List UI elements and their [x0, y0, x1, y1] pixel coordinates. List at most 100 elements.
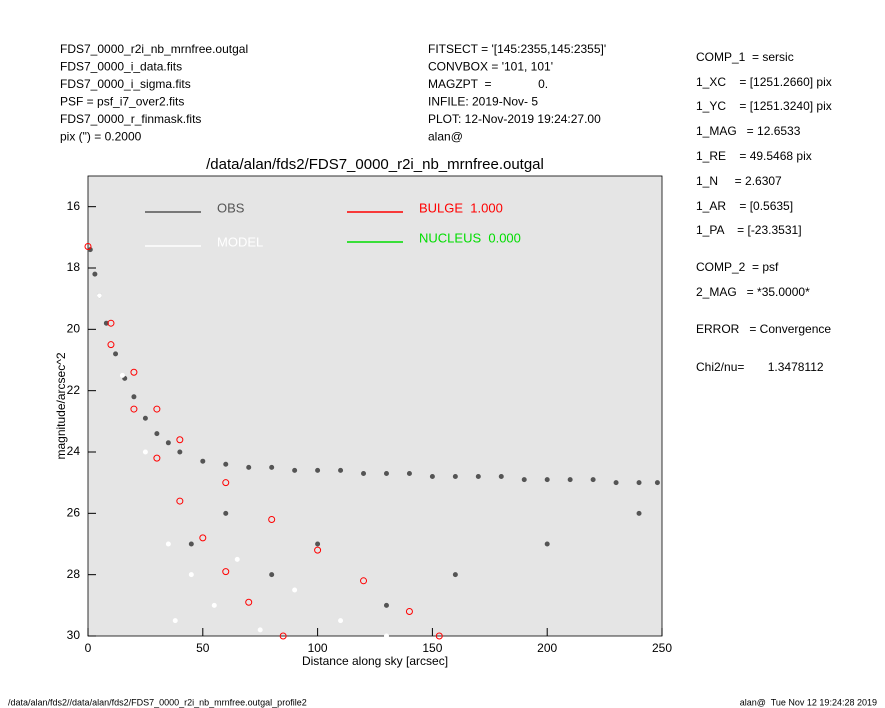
point — [315, 541, 321, 547]
point — [246, 464, 252, 470]
point — [142, 415, 148, 421]
point — [223, 461, 229, 467]
y-tick-label: 18 — [67, 260, 81, 274]
point — [176, 436, 184, 444]
point — [452, 474, 458, 480]
point — [269, 572, 275, 578]
header-middle-line: PLOT: 12-Nov-2019 19:24:27.00 — [428, 112, 601, 126]
header-middle-line: CONVBOX = '101, 101' — [428, 60, 553, 74]
header-right-line: ERROR = Convergence — [696, 322, 831, 336]
point — [315, 467, 321, 473]
y-tick-label: 26 — [67, 506, 81, 520]
header-middle-line: INFILE: 2019-Nov- 5 — [428, 95, 538, 109]
header-right-line: 1_YC = [1251.3240] pix — [696, 99, 832, 113]
point — [406, 470, 412, 476]
point — [269, 464, 275, 470]
x-tick-label: 100 — [308, 641, 328, 655]
point — [188, 541, 194, 547]
point — [498, 474, 504, 480]
header-left-line: FDS7_0000_i_sigma.fits — [60, 77, 191, 91]
point — [84, 243, 92, 251]
point — [107, 341, 115, 349]
point — [475, 474, 481, 480]
point — [165, 440, 171, 446]
header-right-line: COMP_1 = sersic — [696, 50, 794, 64]
header-left-line: PSF = psf_i7_over2.fits — [60, 95, 184, 109]
point — [435, 632, 443, 640]
header-right-line: 1_XC = [1251.2660] pix — [696, 75, 832, 89]
legend-label: BULGE 1.000 — [419, 200, 503, 215]
point — [292, 467, 298, 473]
point — [567, 477, 573, 483]
header-left-line: FDS7_0000_r2i_nb_mrnfree.outgal — [60, 42, 248, 56]
point — [153, 454, 161, 462]
x-tick-label: 150 — [422, 641, 442, 655]
point — [544, 541, 550, 547]
point — [199, 534, 207, 542]
point — [130, 405, 138, 413]
footer-right: alan@ Tue Nov 12 19:24:28 2019 — [740, 697, 877, 707]
point — [107, 319, 115, 327]
point — [429, 474, 435, 480]
point — [130, 368, 138, 376]
point — [154, 431, 160, 437]
x-tick-label: 250 — [652, 641, 672, 655]
point — [172, 618, 178, 624]
point — [338, 467, 344, 473]
point — [92, 271, 98, 277]
chart-title: /data/alan/fds2/FDS7_0000_r2i_nb_mrnfree… — [206, 156, 544, 173]
footer-left: /data/alan/fds2//data/alan/fds2/FDS7_000… — [8, 697, 307, 707]
y-tick-label: 22 — [67, 383, 81, 397]
point — [96, 293, 102, 299]
point — [222, 568, 230, 576]
header-left-line: pix (") = 0.2000 — [60, 130, 142, 144]
point — [177, 449, 183, 455]
point — [176, 497, 184, 505]
point — [223, 510, 229, 516]
point — [360, 577, 368, 585]
y-tick-label: 20 — [67, 322, 81, 336]
point — [338, 618, 344, 624]
header-left-line: FDS7_0000_r_finmask.fits — [60, 112, 201, 126]
x-tick-label: 200 — [537, 641, 557, 655]
point — [383, 602, 389, 608]
point — [279, 632, 287, 640]
point — [234, 556, 240, 562]
legend-label: NUCLEUS 0.000 — [419, 230, 521, 245]
header-right-line: 1_AR = [0.5635] — [696, 199, 793, 213]
header-right-line: 2_MAG = *35.0000* — [696, 285, 810, 299]
point — [383, 470, 389, 476]
point — [405, 607, 413, 615]
header-middle-line: alan@ — [428, 130, 463, 144]
point — [113, 351, 119, 357]
header-right-line: 1_N = 2.6307 — [696, 174, 782, 188]
point — [268, 515, 276, 523]
header-right-line: COMP_2 = psf — [696, 260, 779, 274]
point — [211, 602, 217, 608]
legend-label: OBS — [217, 200, 245, 215]
x-axis-label: Distance along sky [arcsec] — [302, 654, 448, 668]
point — [613, 480, 619, 486]
point — [245, 598, 253, 606]
point — [636, 480, 642, 486]
point — [383, 633, 389, 639]
point — [361, 470, 367, 476]
point — [222, 479, 230, 487]
plot-area — [87, 175, 663, 637]
point — [257, 627, 263, 633]
point — [131, 394, 137, 400]
point — [590, 477, 596, 483]
header-right-line: 1_MAG = 12.6533 — [696, 124, 801, 138]
x-tick-label: 0 — [85, 641, 92, 655]
header-right-line: 1_PA = [-23.3531] — [696, 223, 802, 237]
header-right-line: Chi2/nu= 1.3478112 — [696, 360, 824, 374]
y-tick-label: 16 — [67, 199, 81, 213]
point — [153, 405, 161, 413]
point — [292, 587, 298, 593]
point — [314, 546, 322, 554]
y-axis-label: magnitude/arcsec^2 — [54, 352, 68, 459]
y-tick-label: 24 — [67, 444, 81, 458]
point — [165, 541, 171, 547]
y-tick-label: 30 — [67, 628, 81, 642]
